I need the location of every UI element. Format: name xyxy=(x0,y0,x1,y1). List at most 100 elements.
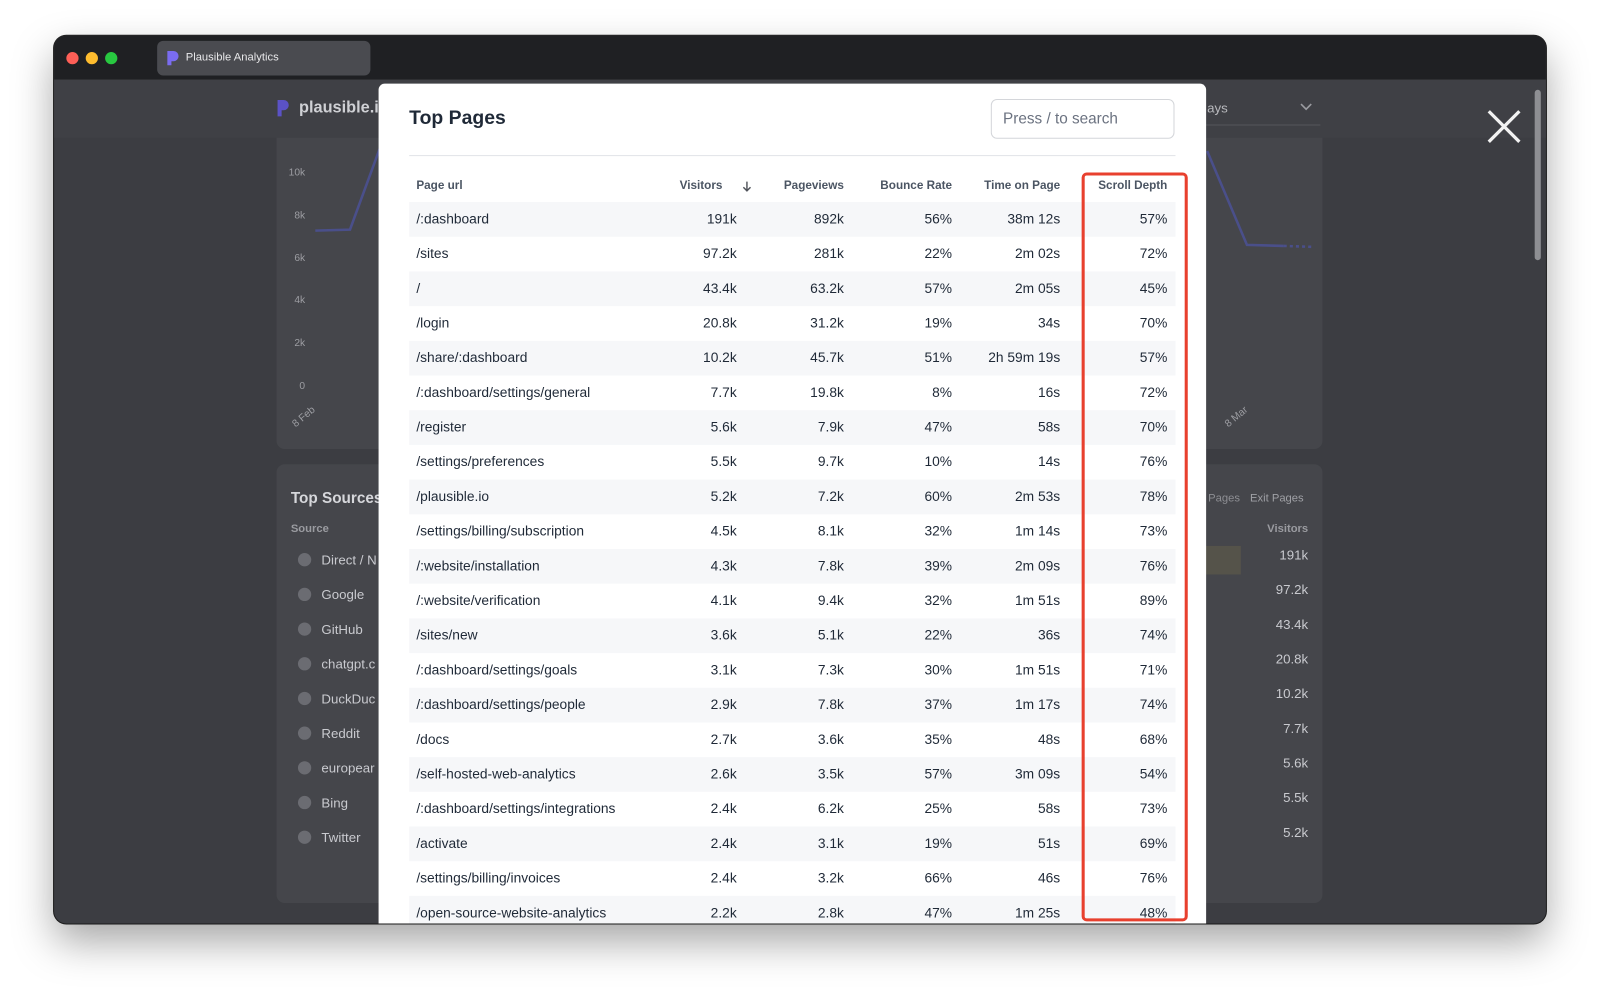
source-visitors: 43.4k xyxy=(1275,616,1309,632)
page-url[interactable]: /:dashboard/settings/integrations xyxy=(416,800,616,817)
page-url[interactable]: /settings/billing/subscription xyxy=(416,523,585,539)
page-url[interactable]: /open-source-website-analytics xyxy=(416,905,607,921)
page-url[interactable]: /:dashboard/settings/general xyxy=(416,384,591,400)
window-content: Plausible Analytics plausible.io ays 10k 8k 6… xyxy=(54,35,1546,924)
cell: 22% xyxy=(924,627,953,643)
page-url[interactable]: /share/:dashboard xyxy=(416,349,528,366)
source-icon xyxy=(297,622,312,636)
cell: 2.4k xyxy=(710,835,737,851)
page-url[interactable]: /:website/installation xyxy=(416,558,540,574)
scrollbar[interactable] xyxy=(1534,89,1541,261)
cell: 1m 51s xyxy=(1015,592,1061,609)
highlight-box xyxy=(1081,172,1188,922)
source-name[interactable]: Reddit xyxy=(321,725,360,742)
cell: 70% xyxy=(1139,419,1168,435)
cell: 51s xyxy=(1037,835,1061,851)
page-url[interactable]: /sites xyxy=(416,245,449,262)
cell: 2.7k xyxy=(710,731,737,747)
cell: 58s xyxy=(1037,800,1061,817)
cell: 30% xyxy=(924,662,953,678)
cell: 73% xyxy=(1139,800,1168,817)
source-icon xyxy=(297,553,312,567)
y-tick-label: 10k xyxy=(288,167,306,179)
cell: 9.7k xyxy=(817,453,844,470)
cell: 39% xyxy=(924,558,953,574)
page-url[interactable]: /self-hosted-web-analytics xyxy=(416,766,576,782)
column-header[interactable]: Bounce Rate xyxy=(880,179,953,192)
source-name[interactable]: Google xyxy=(321,586,365,603)
close-dot[interactable] xyxy=(66,52,79,65)
cell: 3.1k xyxy=(710,662,737,678)
cell: 48% xyxy=(1139,905,1168,921)
column-header[interactable]: Pageviews xyxy=(783,179,844,192)
cell: 2.4k xyxy=(710,870,737,886)
tab-title[interactable]: Plausible Analytics xyxy=(185,51,279,64)
source-name[interactable]: GitHub xyxy=(321,621,363,637)
cell: 97.2k xyxy=(703,245,737,262)
cell: 3.1k xyxy=(817,835,844,851)
page-url[interactable]: / xyxy=(416,280,421,296)
source-name[interactable]: chatgpt.c xyxy=(321,656,376,672)
y-tick-label: 4k xyxy=(294,295,306,307)
source-icon xyxy=(297,657,312,671)
source-icon xyxy=(297,795,312,810)
zoom-dot[interactable] xyxy=(105,52,118,65)
row-stripe xyxy=(409,757,1176,792)
date-range[interactable]: ays xyxy=(1207,100,1228,116)
sort-arrow[interactable] xyxy=(742,181,752,193)
page-url[interactable]: /settings/preferences xyxy=(416,453,545,470)
sources-tab[interactable]: Pages xyxy=(1208,492,1241,505)
page-url[interactable]: /register xyxy=(416,419,467,435)
source-name[interactable]: DuckDuc xyxy=(321,691,376,707)
page-url[interactable]: /:website/verification xyxy=(416,592,541,609)
cell: 7.8k xyxy=(817,696,844,713)
minimize-dot[interactable] xyxy=(85,52,98,65)
cell: 5.2k xyxy=(710,488,737,504)
page-url[interactable]: /:dashboard xyxy=(416,211,490,227)
source-icon xyxy=(297,830,312,844)
column-header[interactable]: Time on Page xyxy=(984,179,1061,192)
page-url[interactable]: /plausible.io xyxy=(416,488,490,504)
page-url[interactable]: /sites/new xyxy=(416,627,478,643)
cell: 72% xyxy=(1139,245,1168,262)
cell: 34s xyxy=(1037,315,1061,331)
column-header: Page url xyxy=(416,179,463,192)
browser-window: Plausible Analytics plausible.io ays 10k 8k 6… xyxy=(54,35,1546,924)
row-stripe xyxy=(409,479,1176,515)
sources-tab[interactable]: Exit Pages xyxy=(1249,492,1304,505)
page-url[interactable]: /docs xyxy=(416,731,450,747)
sources-title: Top Sources xyxy=(290,489,383,508)
cell: 31.2k xyxy=(810,315,844,331)
cell: 51% xyxy=(924,349,953,366)
search-placeholder[interactable]: Press / to search xyxy=(1003,110,1118,128)
page-url[interactable]: /login xyxy=(416,315,450,331)
tab[interactable] xyxy=(157,40,371,76)
cell: 281k xyxy=(813,245,844,262)
page-url[interactable]: /settings/billing/invoices xyxy=(416,870,561,886)
source-name[interactable]: Twitter xyxy=(321,829,361,846)
column-header[interactable]: Scroll Depth xyxy=(1098,179,1168,192)
source-icon xyxy=(297,726,312,740)
column-header: Source xyxy=(290,522,329,536)
cell: 37% xyxy=(924,696,953,713)
search-box[interactable] xyxy=(990,98,1175,139)
cell: 10.2k xyxy=(703,349,737,366)
cell: 71% xyxy=(1139,662,1168,678)
page-url[interactable]: /:dashboard/settings/goals xyxy=(416,662,578,678)
cell: 43.4k xyxy=(703,280,737,296)
source-name[interactable]: Bing xyxy=(321,795,348,811)
page-url[interactable]: /activate xyxy=(416,835,468,851)
cell: 19% xyxy=(924,315,953,331)
source-icon xyxy=(297,587,312,602)
cell: 1m 25s xyxy=(1015,905,1061,921)
page-url[interactable]: /:dashboard/settings/people xyxy=(416,696,586,713)
source-name[interactable]: Direct / N xyxy=(321,552,377,568)
cell: 54% xyxy=(1139,766,1168,782)
close-modal[interactable] xyxy=(1486,108,1523,145)
cell: 8.1k xyxy=(817,523,844,539)
cell: 47% xyxy=(924,905,953,921)
source-name[interactable]: europear xyxy=(321,760,375,776)
source-visitors: 5.2k xyxy=(1283,824,1309,841)
column-header[interactable]: Visitors xyxy=(679,179,723,192)
logo-text: plausible.io xyxy=(298,99,389,117)
